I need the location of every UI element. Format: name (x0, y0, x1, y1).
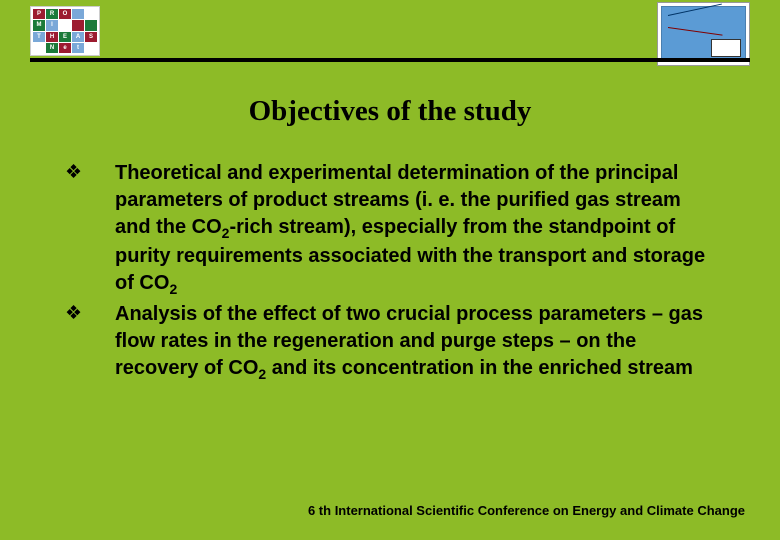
bullet-text: Analysis of the effect of two crucial pr… (115, 301, 715, 384)
logo-cell: N (46, 43, 58, 53)
slide-title: Objectives of the study (0, 95, 780, 128)
logo-cell: R (46, 9, 58, 19)
logo-cell: O (59, 9, 71, 19)
logo-cell: I (46, 20, 58, 30)
bullet-text: Theoretical and experimental determinati… (115, 160, 715, 299)
logo-cell: E (59, 32, 71, 42)
logo-cell: A (72, 32, 84, 42)
bullet-list: ❖Theoretical and experimental determinat… (65, 160, 715, 386)
logo-cell (72, 20, 84, 30)
bullet-item: ❖Theoretical and experimental determinat… (65, 160, 715, 299)
promitheas-logo: PRO MITHEAS Net (30, 6, 100, 56)
logo-cell: M (33, 20, 45, 30)
logo-cell: H (46, 32, 58, 42)
logo-cell (85, 43, 97, 53)
logo-cell (85, 20, 97, 30)
bullet-marker-icon: ❖ (65, 301, 115, 327)
logo-cell: S (85, 32, 97, 42)
logo-cell (59, 20, 71, 30)
logo-cell: P (33, 9, 45, 19)
logo-cell: T (33, 32, 45, 42)
header-divider (30, 58, 750, 62)
logo-cell: t (72, 43, 84, 53)
logo-cell (85, 9, 97, 19)
bullet-item: ❖Analysis of the effect of two crucial p… (65, 301, 715, 384)
slide-footer: 6 th International Scientific Conference… (308, 503, 745, 518)
bullet-marker-icon: ❖ (65, 160, 115, 186)
logo-cell: e (59, 43, 71, 53)
logo-cell (72, 9, 84, 19)
chart-thumbnail (657, 2, 750, 66)
logo-cell (33, 43, 45, 53)
